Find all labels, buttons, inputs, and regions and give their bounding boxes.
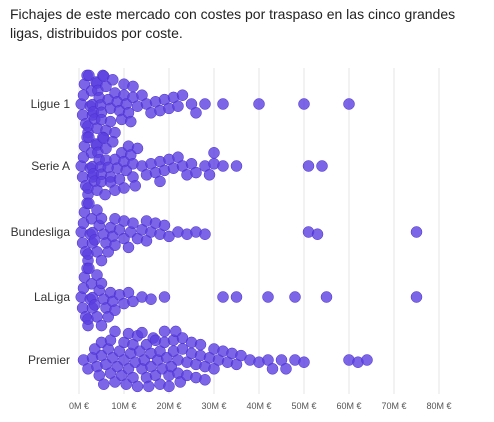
data-point (253, 98, 265, 110)
x-tick-label: 20M € (156, 401, 181, 411)
data-point (410, 291, 423, 303)
data-point (163, 380, 175, 393)
data-point (95, 254, 108, 267)
data-point (217, 160, 229, 172)
data-point (158, 219, 171, 232)
data-point (89, 299, 101, 311)
category-label: Premier (28, 353, 70, 367)
data-point (109, 304, 121, 316)
data-point (208, 147, 220, 159)
category-labels: Ligue 1 Serie A Bundesliga LaLiga Premier (11, 97, 71, 367)
data-point (199, 228, 211, 240)
data-point (83, 131, 95, 144)
data-point (361, 354, 373, 366)
data-point (199, 374, 211, 386)
data-point (143, 380, 155, 393)
data-point (190, 166, 202, 179)
data-point (280, 363, 292, 375)
category-label: Bundesliga (11, 225, 71, 239)
data-point (298, 356, 310, 368)
data-point (127, 80, 139, 93)
data-point (125, 115, 137, 128)
category-label: Ligue 1 (31, 97, 71, 111)
chart-title: Fichajes de este mercado con costes por … (10, 6, 456, 41)
data-point (172, 100, 184, 112)
data-point (109, 325, 121, 338)
data-point (104, 115, 117, 128)
data-point (89, 234, 101, 246)
data-point (203, 169, 216, 181)
data-point (127, 217, 139, 229)
data-point (158, 325, 171, 338)
data-points (75, 69, 423, 393)
data-point (118, 182, 130, 194)
x-tick-label: 70M € (381, 401, 406, 411)
data-point (95, 212, 108, 225)
data-point (266, 363, 279, 375)
data-point (311, 228, 324, 240)
data-point (410, 226, 423, 238)
data-point (298, 98, 310, 110)
x-tick-label: 30M € (201, 401, 226, 411)
data-point (230, 160, 243, 172)
x-tick-label: 50M € (291, 401, 316, 411)
data-point (302, 160, 315, 172)
data-point (109, 239, 121, 251)
x-tick-label: 10M € (111, 401, 136, 411)
x-tick-label: 60M € (336, 401, 361, 411)
data-point (230, 291, 243, 303)
category-label: LaLiga (34, 290, 70, 304)
x-tick-label: 80M € (426, 401, 451, 411)
data-point (136, 326, 148, 339)
category-label: Serie A (31, 159, 70, 173)
data-point (99, 188, 111, 201)
data-point (131, 380, 144, 393)
data-point (343, 98, 355, 110)
data-point (262, 291, 274, 303)
data-point (107, 74, 119, 86)
data-point (316, 160, 328, 172)
x-tick-label: 0M € (69, 401, 89, 411)
data-point (145, 293, 157, 305)
data-point (217, 98, 229, 110)
data-point (107, 136, 119, 148)
x-tick-label: 40M € (246, 401, 271, 411)
data-point (83, 262, 95, 275)
data-point (98, 378, 110, 390)
data-point (217, 291, 229, 303)
data-point (199, 98, 211, 110)
data-point (289, 291, 301, 303)
data-point (154, 175, 166, 188)
data-point (176, 89, 189, 101)
x-axis-ticks: 0M € 10M € 20M € 30M € 40M € 50M € 60M € 70M € 8… (69, 401, 452, 411)
data-point (95, 319, 108, 332)
data-point (83, 69, 95, 82)
data-point (122, 241, 135, 254)
data-point (320, 291, 333, 303)
data-point (83, 197, 95, 210)
data-point (131, 142, 144, 155)
data-point (95, 277, 108, 290)
data-point (129, 180, 141, 192)
data-point (190, 107, 202, 119)
data-point (158, 291, 171, 303)
data-point (194, 338, 207, 351)
